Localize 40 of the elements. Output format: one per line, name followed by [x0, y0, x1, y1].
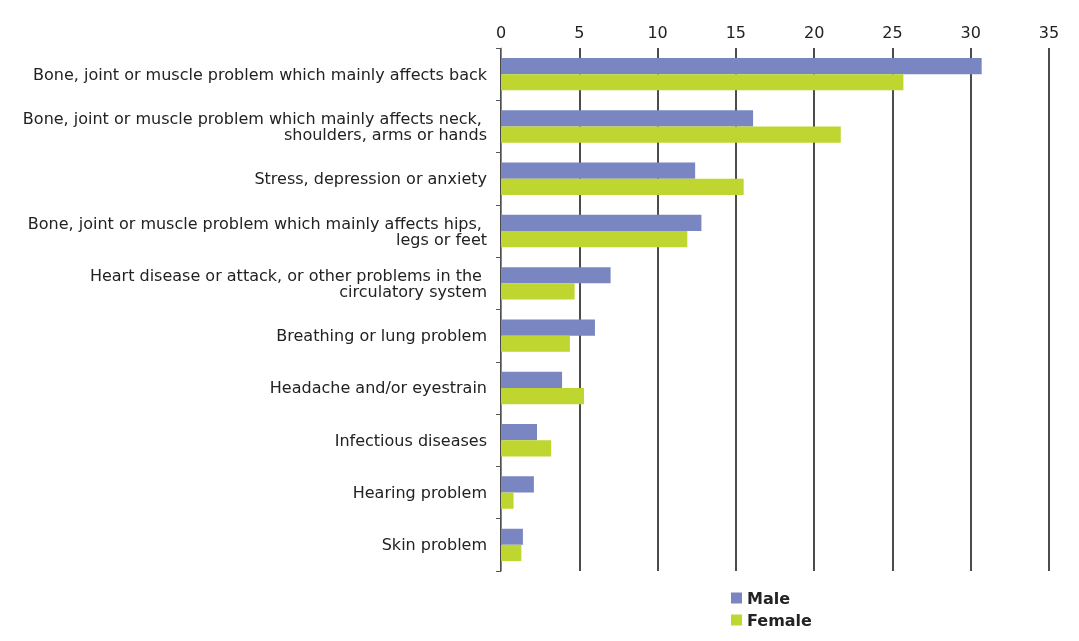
- y-tick-label: Bone, joint or muscle problem which mainly affects neck, shoulders, arms or hands: [22, 108, 487, 144]
- bar: [501, 335, 570, 352]
- bar: [501, 110, 754, 127]
- x-tick-label: 20: [803, 22, 825, 42]
- bar: [501, 126, 841, 143]
- bar: [501, 492, 514, 509]
- legend-label: Female: [747, 610, 813, 630]
- y-tick-label: Infectious diseases: [334, 430, 487, 450]
- x-tick-label: 35: [1038, 22, 1060, 42]
- bar: [501, 476, 534, 493]
- bar: [501, 231, 688, 248]
- x-tick-label: 0: [495, 22, 507, 42]
- y-tick-label: Bone, joint or muscle problem which mainly affects hips, legs or feet: [27, 213, 487, 249]
- bar: [501, 214, 702, 232]
- bar: [501, 57, 982, 75]
- x-tick-label: 10: [647, 22, 668, 42]
- bar: [501, 283, 575, 300]
- bar: [501, 544, 522, 562]
- bar: [501, 387, 584, 405]
- y-tick-label: Stress, depression or anxiety: [254, 169, 487, 189]
- x-tick-label: 5: [574, 22, 585, 42]
- y-tick-label: Breathing or lung problem: [276, 326, 487, 346]
- bar: [501, 424, 538, 441]
- bar: [501, 178, 744, 195]
- bar: [501, 528, 523, 545]
- y-tick-label: Skin problem: [381, 535, 487, 555]
- legend-label: Male: [747, 588, 791, 608]
- y-tick-label: Headache and/or eyestrain: [269, 378, 487, 398]
- bar: [501, 371, 563, 388]
- y-tick-label: Bone, joint or muscle problem which mainly affects back: [33, 64, 488, 84]
- x-tick-label: 15: [725, 22, 747, 42]
- y-tick-label: Heart disease or attack, or other problems in the circulatory system: [89, 265, 487, 301]
- bar: [501, 319, 595, 336]
- bar: [501, 74, 904, 91]
- x-tick-label: 30: [960, 22, 981, 42]
- bar: [501, 440, 552, 457]
- y-tick-label: Hearing problem: [352, 483, 487, 503]
- bar: [501, 267, 611, 284]
- bar: [501, 162, 696, 179]
- x-tick-label: 25: [882, 22, 903, 42]
